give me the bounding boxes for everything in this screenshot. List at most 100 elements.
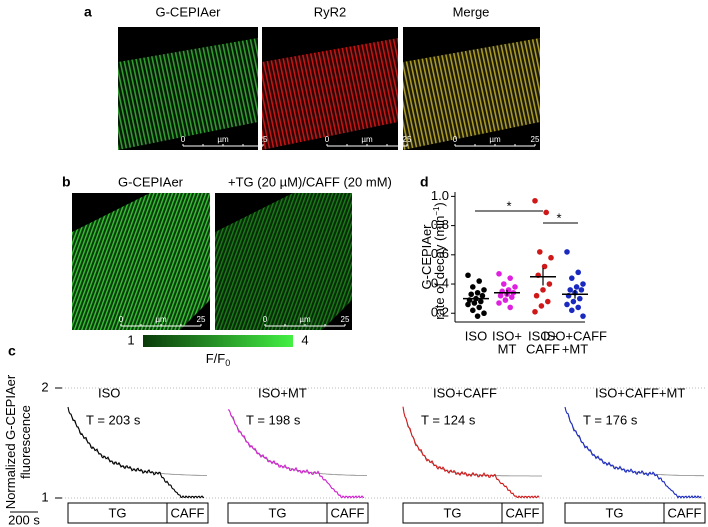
data-point [537, 249, 543, 255]
trace [402, 406, 540, 499]
time-scale-label: 200 s [8, 512, 40, 527]
data-point [533, 292, 540, 299]
image-after [215, 193, 352, 330]
data-point [540, 287, 546, 293]
data-point [532, 197, 538, 204]
panel-letter: a [84, 4, 92, 20]
y-tick-label: 0.6 [431, 246, 449, 261]
colorbar-min: 1 [127, 332, 134, 347]
scale-start: 0 [181, 135, 186, 144]
box-label: TG [605, 505, 623, 520]
data-point [465, 301, 471, 308]
scale-end: 25 [341, 315, 350, 324]
y-axis-label: G-CEPIAerrate of decay (min−1) [419, 202, 447, 320]
x-tick-label: ISO+ [492, 328, 522, 343]
data-point [474, 289, 481, 296]
box-label: TG [268, 505, 286, 520]
data-point [481, 310, 487, 317]
data-point [575, 269, 581, 276]
x-tick-label: ISO+CAFF [543, 328, 607, 343]
image-before [72, 193, 210, 330]
scale-start: 0 [119, 315, 124, 324]
data-point [476, 304, 483, 311]
data-point [470, 307, 476, 314]
colorbar [143, 335, 293, 347]
y-label-line: Normalized G-CEPIAer [3, 374, 18, 509]
scale-start: 0 [453, 135, 458, 144]
y-label-sup: −1 [432, 206, 441, 216]
trace-title: ISO+MT [258, 385, 307, 400]
trace [564, 406, 702, 499]
caff-box [166, 502, 209, 524]
data-point [496, 270, 502, 277]
significance: * [506, 198, 511, 213]
significance: * [556, 210, 561, 225]
data-point [471, 300, 478, 306]
data-point [481, 287, 487, 293]
image-gcepiaer [118, 27, 258, 150]
data-point [546, 281, 553, 287]
scale-start: 0 [325, 135, 330, 144]
caff-box [501, 502, 544, 524]
trace [67, 406, 205, 499]
y-axis-label: Normalized G-CEPIAerfluorescence [3, 374, 33, 509]
data-point [507, 275, 513, 281]
scale-start: 0 [263, 315, 268, 324]
data-point [577, 295, 583, 302]
scale-unit: µm [489, 135, 501, 144]
y-label-line: rate of decay (min [432, 216, 447, 320]
box-label: CAFF [506, 505, 540, 520]
image-ryr2 [262, 27, 398, 150]
data-point [575, 304, 581, 311]
image-header: Merge [453, 4, 490, 19]
data-point [468, 291, 475, 298]
data-point [564, 301, 570, 308]
box-label: TG [443, 505, 461, 520]
y-tick-label: 0.8 [431, 217, 449, 232]
data-point [545, 298, 551, 305]
data-point [567, 287, 573, 293]
trace-title: ISO [98, 385, 120, 400]
data-point [479, 292, 486, 299]
trace [227, 409, 365, 499]
tau-label: T = 124 s [421, 412, 476, 427]
data-point [478, 298, 484, 305]
colorbar-label-sub: 0 [225, 358, 230, 368]
y-tick-label: 1 [41, 489, 48, 504]
image-header: G-CEPIAer [155, 4, 221, 19]
trace-title: ISO+CAFF [433, 385, 497, 400]
image-header: +TG (20 µM)/CAFF (20 mM) [228, 174, 392, 189]
colorbar-label-main: F/F [206, 351, 226, 366]
scale-unit: µm [217, 135, 229, 144]
data-point [470, 284, 476, 290]
y-tick-label: 2 [41, 379, 48, 394]
scale-end: 25 [403, 135, 412, 144]
data-point [573, 284, 580, 290]
data-point [564, 249, 570, 255]
y-tick-label: 1.0 [431, 188, 449, 203]
panel-letter: c [8, 343, 16, 359]
data-point [497, 292, 504, 299]
scale-end: 25 [197, 315, 206, 324]
fit-curve [567, 415, 705, 477]
data-point [509, 294, 515, 300]
data-point [476, 278, 483, 284]
box-label: CAFF [171, 505, 205, 520]
tau-label: T = 198 s [246, 412, 301, 427]
y-label-line: G-CEPIAer [419, 224, 434, 290]
data-point [548, 254, 554, 261]
data-point [541, 263, 548, 270]
y-label-end: ) [432, 202, 447, 206]
data-point [502, 297, 509, 303]
data-point [496, 300, 502, 306]
data-point [569, 307, 575, 314]
colorbar-max: 4 [301, 332, 308, 347]
panel-letter: b [62, 174, 71, 190]
data-point [501, 281, 507, 287]
image-header: RyR2 [314, 4, 347, 19]
data-point [465, 272, 471, 279]
caff-box [663, 502, 706, 524]
data-point [580, 281, 586, 287]
scale-end: 25 [259, 135, 268, 144]
